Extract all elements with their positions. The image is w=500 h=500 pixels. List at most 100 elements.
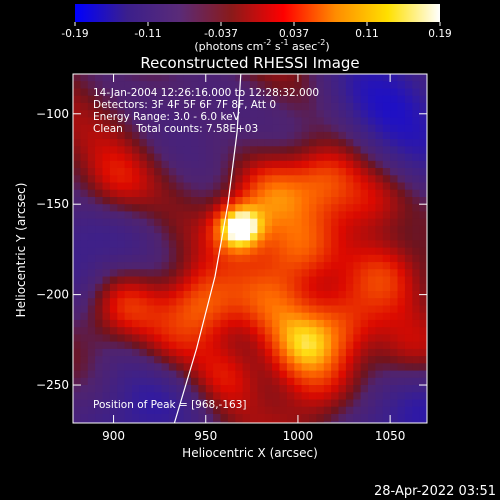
heatmap-cell: [309, 153, 317, 162]
heatmap-cell: [80, 182, 89, 191]
heatmap-cell: [176, 406, 185, 415]
heatmap-cell: [250, 334, 258, 343]
heatmap-cell: [419, 348, 427, 357]
heatmap-cell: [73, 124, 81, 133]
heatmap-cell: [412, 319, 421, 328]
heatmap-cell: [368, 124, 376, 133]
heatmap-cell: [412, 247, 421, 256]
heatmap-cell: [390, 175, 399, 184]
heatmap-cell: [139, 428, 147, 436]
heatmap-cell: [301, 334, 310, 343]
heatmap-cell: [176, 385, 185, 393]
heatmap-cell: [279, 392, 288, 401]
heatmap-cell: [235, 262, 244, 270]
heatmap-cell: [109, 392, 118, 401]
heatmap-cell: [316, 189, 325, 198]
heatmap-cell: [412, 406, 421, 415]
heatmap-cell: [404, 377, 413, 386]
heatmap-cell: [301, 225, 310, 234]
heatmap-cell: [154, 204, 163, 212]
heatmap-cell: [139, 363, 148, 372]
heatmap-cell: [154, 189, 163, 198]
heatmap-cell: [139, 124, 148, 133]
heatmap-cell: [87, 211, 96, 220]
heatmap-cell: [338, 225, 347, 234]
heatmap-cell: [117, 197, 126, 205]
heatmap-cell: [242, 240, 251, 249]
heatmap-cell: [404, 414, 413, 422]
heatmap-cell: [176, 262, 185, 270]
heatmap-cell: [279, 363, 288, 372]
heatmap-cell: [220, 197, 229, 205]
heatmap-cell: [257, 276, 266, 285]
heatmap-cell: [272, 182, 281, 191]
heatmap-cell: [87, 377, 96, 386]
heatmap-cell: [404, 225, 413, 234]
heatmap-cell: [80, 305, 89, 314]
heatmap-cell: [183, 81, 192, 89]
heatmap-cell: [183, 298, 192, 306]
heatmap-cell: [183, 117, 192, 126]
heatmap-cell: [294, 211, 303, 220]
heatmap-cell: [73, 153, 81, 162]
heatmap-cell: [294, 254, 303, 263]
heatmap-cell: [198, 95, 207, 104]
heatmap-cell: [220, 124, 229, 133]
heatmap-cell: [331, 385, 340, 393]
heatmap-cell: [235, 414, 244, 422]
heatmap-cell: [419, 225, 427, 234]
heatmap: [73, 74, 435, 436]
heatmap-cell: [294, 117, 303, 126]
heatmap-cell: [279, 146, 288, 155]
peak-position-label: Position of Peak = [968,-163]: [93, 399, 247, 411]
heatmap-cell: [146, 399, 155, 408]
heatmap-cell: [368, 204, 376, 212]
heatmap-cell: [375, 348, 384, 357]
heatmap-cell: [353, 225, 362, 234]
heatmap-cell: [227, 291, 236, 299]
heatmap-cell: [375, 175, 384, 184]
heatmap-cell: [345, 283, 354, 292]
heatmap-cell: [427, 74, 435, 82]
heatmap-cell: [168, 124, 177, 133]
heatmap-cell: [286, 385, 295, 393]
heatmap-cell: [205, 385, 214, 393]
heatmap-cell: [227, 225, 236, 234]
heatmap-cell: [117, 225, 126, 234]
heatmap-cell: [154, 160, 163, 169]
heatmap-cell: [368, 182, 376, 191]
heatmap-cell: [161, 399, 170, 408]
heatmap-cell: [272, 334, 281, 343]
heatmap-cell: [132, 247, 140, 256]
heatmap-cell: [183, 160, 192, 169]
heatmap-cell: [80, 153, 89, 162]
heatmap-cell: [161, 74, 170, 82]
heatmap-cell: [198, 153, 207, 162]
heatmap-cell: [368, 88, 376, 97]
heatmap-cell: [382, 262, 391, 270]
heatmap-cell: [390, 356, 399, 364]
heatmap-cell: [154, 131, 163, 140]
heatmap-cell: [323, 81, 332, 89]
heatmap-cell: [309, 110, 317, 118]
heatmap-cell: [294, 319, 303, 328]
heatmap-cell: [272, 146, 281, 155]
heatmap-cell: [95, 88, 104, 97]
heatmap-cell: [382, 204, 391, 212]
heatmap-cell: [73, 298, 81, 306]
heatmap-cell: [294, 305, 303, 314]
heatmap-cell: [264, 247, 273, 256]
heatmap-cell: [272, 312, 281, 321]
heatmap-cell: [286, 291, 295, 299]
heatmap-cell: [176, 291, 185, 299]
heatmap-cell: [427, 262, 435, 270]
heatmap-cell: [338, 305, 347, 314]
heatmap-cell: [331, 139, 340, 147]
heatmap-cell: [227, 211, 236, 220]
heatmap-cell: [279, 95, 288, 104]
heatmap-cell: [316, 110, 325, 118]
heatmap-cell: [338, 377, 347, 386]
heatmap-cell: [176, 233, 185, 241]
heatmap-cell: [73, 240, 81, 249]
heatmap-cell: [242, 327, 251, 335]
